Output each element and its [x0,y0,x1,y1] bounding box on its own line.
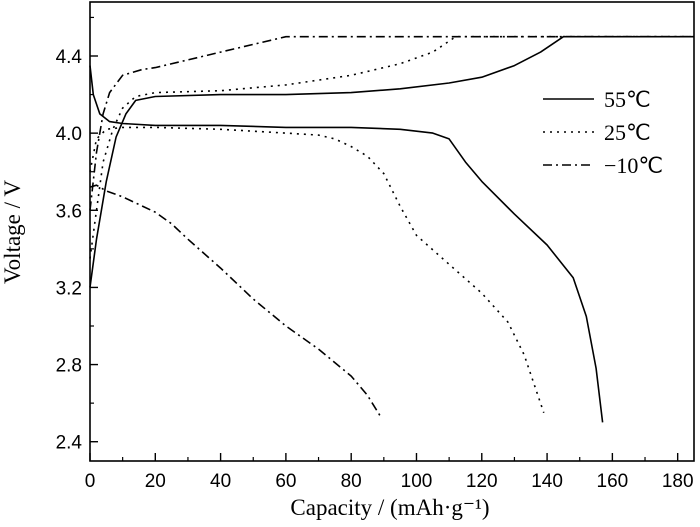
plot-frame [89,1,695,462]
series-1-charge-curve [89,35,694,259]
axis-tick-labels: 0 20 40 60 80 100 120 140 160 180 2.4 2.8 3.2 3.6 4.0 4… [56,47,694,492]
x-tick-label: 120 [466,471,498,492]
legend-label-25c: 25℃ [604,120,651,145]
x-tick-label: 80 [341,471,362,492]
x-tick-label: 160 [597,471,629,492]
series-2-discharge-curve [89,184,382,418]
y-tick-label: 4.0 [56,124,82,145]
y-tick-label: 2.8 [56,356,82,377]
legend: 55℃ 25℃ −10℃ [543,87,663,178]
series-0-discharge-curve [89,65,604,423]
x-tick-label: 100 [401,471,433,492]
axis-ticks [89,16,679,461]
x-tick-label: 40 [210,471,231,492]
y-tick-label: 2.4 [56,433,83,454]
x-tick-label: 180 [662,471,694,492]
legend-label-55c: 55℃ [604,87,651,112]
y-axis-label: Voltage / V [0,180,25,284]
x-axis-label: Capacity / (mAh·g⁻¹) [290,495,489,520]
series-1-discharge-curve [89,126,545,414]
series-0-charge-curve [89,35,694,288]
x-tick-label: 140 [531,471,563,492]
x-tick-label: 60 [275,471,296,492]
x-tick-label: 20 [145,471,166,492]
y-tick-label: 4.4 [56,47,83,68]
x-tick-label: 0 [85,471,96,492]
y-tick-label: 3.2 [56,278,82,299]
y-tick-label: 3.6 [56,201,82,222]
series-2-charge-curve [89,35,694,211]
series-layer [89,35,694,423]
legend-label-minus10c: −10℃ [604,153,663,178]
